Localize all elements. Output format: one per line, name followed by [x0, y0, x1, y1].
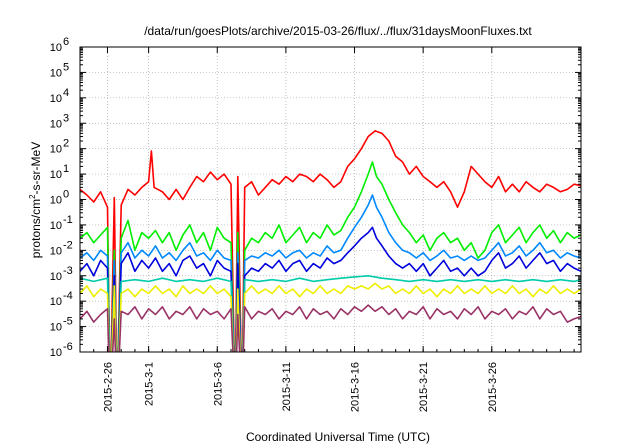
y-tick-base: 10 — [50, 93, 62, 105]
y-tick-exponent: -1 — [63, 214, 73, 226]
chart-title: /data/run/goesPlots/archive/2015-03-26/f… — [144, 24, 532, 38]
x-axis: 2015-2-26 2015-3-1 2015-3-6 2015-3-11 2015-3… — [79, 47, 575, 412]
series-line-4 — [80, 226, 581, 352]
y-tick-base: 10 — [50, 144, 62, 156]
series-layer — [80, 130, 581, 352]
y-tick-exponent: 4 — [63, 87, 69, 99]
grid-lines — [80, 47, 581, 352]
y-tick-label: 10 — [50, 296, 62, 308]
y-axis-title-suffix: -s-sr-MeV — [29, 142, 43, 195]
y-tick-label: 10 — [50, 220, 62, 232]
y-tick-base: 10 — [50, 296, 62, 308]
y-tick-exponent: -4 — [63, 290, 73, 302]
y-axis-title-prefix: protons/cm — [29, 199, 43, 258]
y-tick-exponent: -6 — [63, 341, 73, 353]
y-tick-exponent: 2 — [63, 138, 69, 150]
y-tick-exponent: 1 — [63, 163, 69, 175]
series-line-3 — [80, 194, 581, 352]
y-tick-exponent: 6 — [63, 36, 69, 48]
y-tick-exponent: 3 — [63, 112, 69, 124]
y-axis-title-superscript: 2 — [28, 194, 37, 199]
y-tick-exponent: 5 — [63, 61, 69, 73]
y-tick-label: 10 — [50, 347, 62, 359]
y-tick-label: 10 — [50, 118, 62, 130]
y-tick-base: 10 — [50, 67, 62, 79]
y-tick-base: 10 — [50, 271, 62, 283]
y-tick-label: 10 — [50, 245, 62, 257]
y-tick-base: 10 — [50, 42, 62, 54]
y-tick-exponent: -2 — [63, 239, 73, 251]
y-axis: 10 -610 -510 -410 -310 -210 -110 010 110 210 310 41… — [50, 36, 581, 359]
x-tick-label: 2015-2-26 — [102, 362, 114, 412]
y-tick-label: 10 — [50, 144, 62, 156]
series-line-7 — [80, 304, 581, 352]
y-axis-title: protons/cm2-s-sr-MeV — [28, 142, 43, 258]
y-tick-exponent: -3 — [63, 265, 73, 277]
y-tick-exponent: 0 — [63, 189, 69, 201]
series-line-6 — [80, 282, 581, 352]
series-line-1 — [80, 130, 581, 352]
y-tick-label: 10 — [50, 42, 62, 54]
y-tick-exponent: -5 — [63, 316, 73, 328]
series-line-5 — [80, 275, 581, 352]
y-tick-base: 10 — [50, 347, 62, 359]
y-tick-label: 10 — [50, 322, 62, 334]
y-tick-base: 10 — [50, 220, 62, 232]
x-tick-label: 2015-3-1 — [144, 362, 156, 406]
y-tick-base: 10 — [50, 195, 62, 207]
x-tick-label: 2015-3-6 — [212, 362, 224, 406]
series-line-2 — [80, 161, 581, 352]
y-tick-label: 10 — [50, 195, 62, 207]
x-tick-label: 2015-3-16 — [350, 362, 362, 412]
y-tick-base: 10 — [50, 245, 62, 257]
x-tick-label: 2015-3-26 — [487, 362, 499, 412]
y-tick-label: 10 — [50, 93, 62, 105]
y-tick-base: 10 — [50, 169, 62, 181]
x-tick-label: 2015-3-21 — [418, 362, 430, 412]
y-tick-base: 10 — [50, 118, 62, 130]
y-tick-label: 10 — [50, 271, 62, 283]
y-tick-label: 10 — [50, 67, 62, 79]
x-tick-label: 2015-3-11 — [281, 362, 293, 411]
x-axis-title: Coordinated Universal Time (UTC) — [246, 430, 430, 444]
y-tick-base: 10 — [50, 322, 62, 334]
y-tick-label: 10 — [50, 169, 62, 181]
